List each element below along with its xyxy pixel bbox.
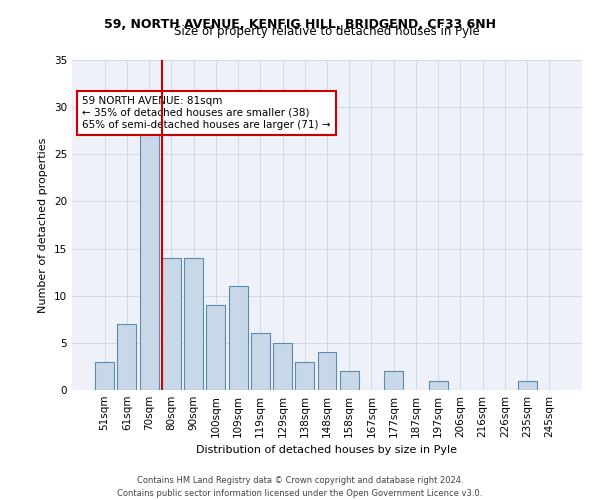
Y-axis label: Number of detached properties: Number of detached properties (38, 138, 49, 312)
Bar (340, 371, 359, 390)
Bar (295, 362, 314, 390)
Bar (229, 286, 248, 390)
Text: Contains HM Land Registry data © Crown copyright and database right 2024.
Contai: Contains HM Land Registry data © Crown c… (118, 476, 482, 498)
Bar (317, 352, 337, 390)
Bar (273, 343, 292, 390)
Bar (118, 324, 136, 390)
Bar (206, 305, 225, 390)
Bar (184, 258, 203, 390)
Bar (518, 380, 536, 390)
Title: Size of property relative to detached houses in Pyle: Size of property relative to detached ho… (174, 25, 480, 38)
X-axis label: Distribution of detached houses by size in Pyle: Distribution of detached houses by size … (197, 446, 458, 456)
Bar (429, 380, 448, 390)
Text: 59, NORTH AVENUE, KENFIG HILL, BRIDGEND, CF33 6NH: 59, NORTH AVENUE, KENFIG HILL, BRIDGEND,… (104, 18, 496, 30)
Text: 59 NORTH AVENUE: 81sqm
← 35% of detached houses are smaller (38)
65% of semi-det: 59 NORTH AVENUE: 81sqm ← 35% of detached… (82, 96, 331, 130)
Bar (384, 371, 403, 390)
Bar (95, 362, 114, 390)
Bar (162, 258, 181, 390)
Bar (251, 334, 270, 390)
Bar (140, 126, 158, 390)
